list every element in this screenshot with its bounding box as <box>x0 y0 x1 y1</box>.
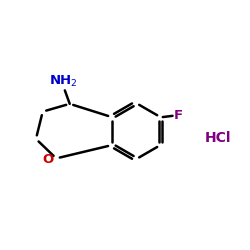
Text: F: F <box>174 109 183 122</box>
Text: O: O <box>42 153 53 166</box>
Text: NH$_2$: NH$_2$ <box>49 74 78 89</box>
Text: HCl: HCl <box>205 132 231 145</box>
